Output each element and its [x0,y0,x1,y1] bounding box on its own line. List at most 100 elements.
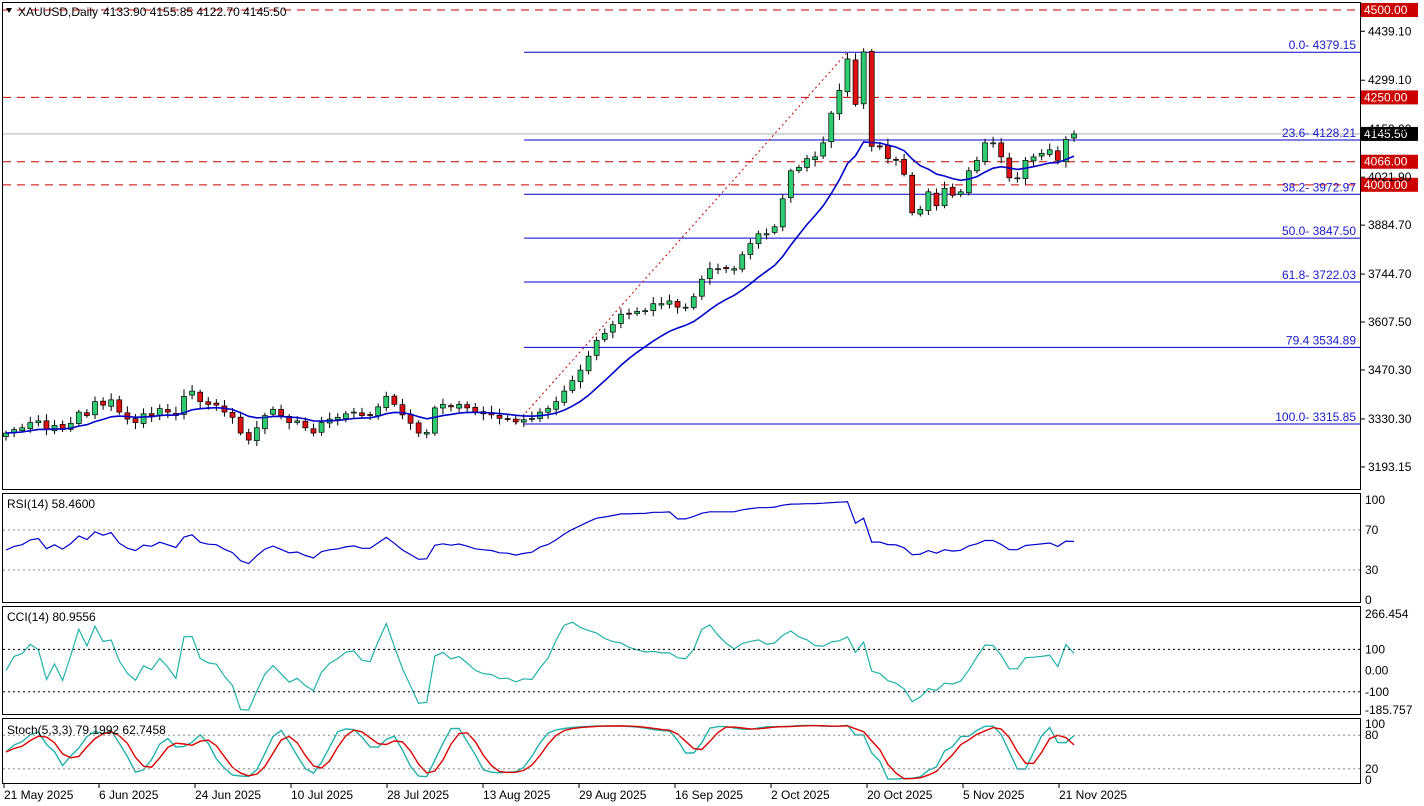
cci-tick-label: 266.454 [1365,607,1409,621]
time-tick-label: 13 Aug 2025 [483,788,551,802]
candle-bull [642,310,649,313]
candle-bull [990,142,996,145]
cci-pane[interactable] [2,606,1361,715]
candle-bull [618,313,624,324]
main-price-pane[interactable] [2,2,1361,490]
rsi-label: RSI(14) 58.4600 [7,497,95,511]
candle-bull [270,408,276,415]
candle-bear [852,59,859,105]
candle-bull [860,51,867,105]
level-tag [1361,177,1418,192]
rsi-tick-label: 30 [1365,563,1379,577]
candle-bull [601,333,608,340]
candle-bear [909,174,916,214]
candle-bull [553,401,560,410]
candle-bull [609,324,616,333]
candle-bull [690,296,697,308]
candle-bull [593,340,600,356]
level-tag [1361,2,1418,17]
time-tick-label: 21 Nov 2025 [1059,788,1127,802]
candle-bull [1030,156,1037,162]
candle-bull [181,395,187,415]
time-tick-label: 10 Jul 2025 [291,788,353,802]
candle-bull [27,422,34,429]
time-tick-label: 24 Jun 2025 [195,788,261,802]
candle-bear [391,395,398,405]
candle-bull [771,226,778,233]
candle-bull [67,422,74,430]
candle-bear [998,142,1005,158]
horizontal-levels: 4500.00 4250.00 4066.00 4000.00 4145.50 [3,3,1418,192]
cci-tick-label: 100 [1365,642,1385,656]
candle-bull [108,399,115,407]
dropdown-arrow-icon[interactable] [6,8,12,13]
candle-bull [561,390,568,403]
candle-bull [1063,139,1069,163]
candle-bear [245,432,252,441]
rsi-line [5,501,1075,565]
moving-average-line [5,141,1075,434]
candle-bear [116,399,123,413]
candle-bear [933,192,940,207]
candle-bull [747,243,754,255]
candle-bear [132,418,139,423]
candle-bear [949,187,956,196]
level-tag [1361,154,1418,169]
candle-bear [148,413,155,416]
current-price-tag [1361,126,1418,141]
price-tick-label: 4439.10 [1368,24,1412,38]
candle-bull [1046,149,1053,155]
candle-bull [375,406,382,417]
candle-bull [965,170,972,194]
candle-bear [205,401,212,405]
price-tick-label: 4159.00 [1368,122,1412,136]
candle-bull [820,142,827,157]
candle-bull [342,413,349,419]
candle-bull [1071,133,1077,139]
candle-bear [237,416,244,434]
candle-bear [302,420,309,429]
stoch-tick-label: 0 [1365,773,1372,787]
symbol-label: XAUUSD,Daily [18,5,98,19]
fib-label: 79.4 3534.89 [1286,333,1356,347]
candle-bull [650,303,657,311]
candle-bull [440,404,446,409]
candle-bear [310,428,317,434]
candle-bear [504,418,511,420]
candle-bull [1014,177,1021,180]
fib-label: 61.8- 3722.03 [1282,268,1356,282]
candle-bull [666,300,673,305]
candle-bull [318,422,325,433]
candle-bull [545,408,551,413]
fib-label: 100.0- 3315.85 [1275,410,1356,424]
candle-bull [731,268,738,271]
price-tick-label: 3330.30 [1368,412,1412,426]
candle-bull [351,411,357,414]
candle-bear [723,267,729,270]
rsi-tick-label: 70 [1365,523,1379,537]
candle-bear [399,404,406,416]
candle-bear [197,391,204,402]
stoch-tick-label: 100 [1365,717,1385,731]
stoch-tick-label: 80 [1365,728,1379,742]
candle-bull [585,355,592,372]
stoch-main-line [5,724,1075,780]
candle-bear [359,412,365,416]
current-price-label: 4145.50 [1364,127,1408,141]
candle-bear [229,411,236,418]
candle-bear [367,414,373,416]
time-tick-label: 6 Jun 2025 [99,788,159,802]
candle-bear [512,418,519,423]
stoch-pane[interactable] [2,718,1361,784]
candle-bull [925,191,932,211]
candle-bull [787,170,794,199]
fib-label: 0.0- 4379.15 [1289,38,1357,52]
rsi-pane[interactable] [2,493,1361,603]
candle-bull [1022,159,1029,179]
stoch-signal-line [5,724,1075,780]
candle-bull [92,401,98,416]
cci-line [5,621,1075,711]
candle-bear [893,158,899,161]
candle-bull [529,418,535,420]
